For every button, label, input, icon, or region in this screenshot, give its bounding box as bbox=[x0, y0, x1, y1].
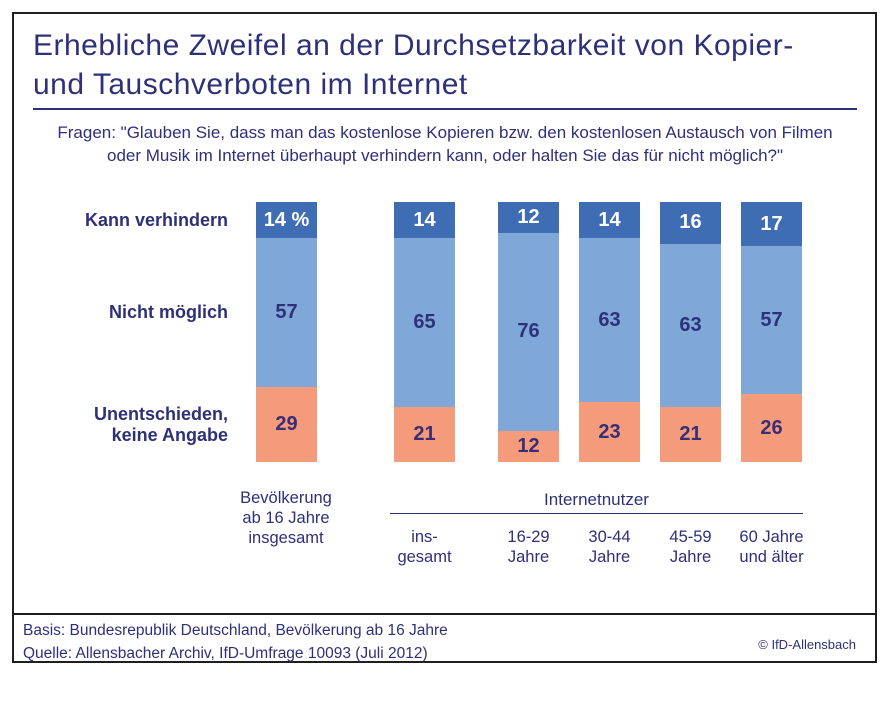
bar-value-label: 29 bbox=[275, 412, 298, 435]
page-title: Erhebliche Zweifel an der Durchsetzbarke… bbox=[33, 29, 794, 101]
bar-segment-nicht-moeglich: 57 bbox=[256, 238, 317, 387]
bar-value-label: 65 bbox=[413, 311, 436, 334]
bar-segment-unentschieden: 26 bbox=[741, 394, 802, 462]
chart-bar: 14 65 21 bbox=[394, 202, 455, 462]
footer-source: Quelle: Allensbacher Archiv, IfD-Umfrage… bbox=[23, 645, 428, 662]
survey-question: Fragen: "Glauben Sie, dass man das koste… bbox=[57, 123, 833, 165]
bar-value-label: 16 bbox=[679, 211, 702, 234]
footer-basis: Basis: Bundesrepublik Deutschland, Bevöl… bbox=[23, 622, 448, 639]
axis-column-label: 30-44 Jahre bbox=[588, 528, 631, 566]
bar-segment-unentschieden: 21 bbox=[394, 407, 455, 462]
bar-value-label: 63 bbox=[679, 313, 702, 336]
footer-copyright: © IfD-Allensbach bbox=[758, 637, 856, 652]
bar-value-label: 14 % bbox=[263, 208, 310, 231]
bar-value-label: 12 bbox=[517, 434, 540, 457]
title-divider bbox=[33, 108, 857, 110]
chart-bar: 17 57 26 bbox=[741, 202, 802, 462]
chart-bar: 14 63 23 bbox=[579, 202, 640, 462]
bar-segment-kann-verhindern: 16 bbox=[660, 202, 721, 244]
bar-segment-kann-verhindern: 14 bbox=[579, 202, 640, 239]
bar-segment-nicht-moeglich: 63 bbox=[579, 238, 640, 403]
bar-value-label: 14 bbox=[413, 208, 436, 231]
axis-column-label: 16-29 Jahre bbox=[507, 528, 550, 566]
bar-value-label: 17 bbox=[760, 212, 783, 235]
bar-segment-kann-verhindern: 14 bbox=[394, 202, 455, 239]
bar-value-label: 12 bbox=[517, 206, 540, 229]
axis-column-label: 60 Jahre und älter bbox=[739, 528, 804, 566]
bar-segment-kann-verhindern: 14 % bbox=[256, 202, 317, 239]
bar-segment-nicht-moeglich: 57 bbox=[741, 246, 802, 395]
axis-group-underline bbox=[390, 513, 803, 514]
bar-segment-nicht-moeglich: 63 bbox=[660, 243, 721, 408]
bar-segment-unentschieden: 21 bbox=[660, 407, 721, 462]
bar-segment-nicht-moeglich: 65 bbox=[394, 238, 455, 408]
bar-segment-kann-verhindern: 17 bbox=[741, 202, 802, 247]
axis-column-label: ins- gesamt bbox=[397, 528, 452, 566]
chart-bar: 16 63 21 bbox=[660, 202, 721, 462]
bar-segment-unentschieden: 23 bbox=[579, 402, 640, 462]
bar-segment-unentschieden: 12 bbox=[498, 430, 559, 462]
footer-divider bbox=[14, 613, 875, 615]
bar-value-label: 21 bbox=[679, 423, 702, 446]
bar-segment-kann-verhindern: 12 bbox=[498, 202, 559, 234]
axis-label-population: Bevölkerung ab 16 Jahre insgesamt bbox=[240, 489, 332, 547]
bar-value-label: 57 bbox=[275, 300, 298, 323]
bar-value-label: 23 bbox=[598, 420, 621, 443]
chart-bar: 12 76 12 bbox=[498, 202, 559, 462]
bar-segment-nicht-moeglich: 76 bbox=[498, 233, 559, 431]
bar-value-label: 14 bbox=[598, 208, 621, 231]
axis-column-label: 45-59 Jahre bbox=[669, 528, 712, 566]
bar-value-label: 57 bbox=[760, 308, 783, 331]
bar-value-label: 76 bbox=[517, 320, 540, 343]
bar-value-label: 26 bbox=[760, 416, 783, 439]
legend-item: Nicht möglich bbox=[108, 302, 228, 322]
bar-segment-unentschieden: 29 bbox=[256, 386, 317, 462]
chart-bar: 14 % 57 29 bbox=[256, 202, 317, 462]
legend-item: Unentschieden, keine Angabe bbox=[93, 404, 228, 445]
axis-group-header: Internetnutzer bbox=[544, 490, 649, 509]
legend-item: Kann verhindern bbox=[84, 210, 228, 230]
bar-value-label: 63 bbox=[598, 308, 621, 331]
bar-value-label: 21 bbox=[413, 423, 436, 446]
